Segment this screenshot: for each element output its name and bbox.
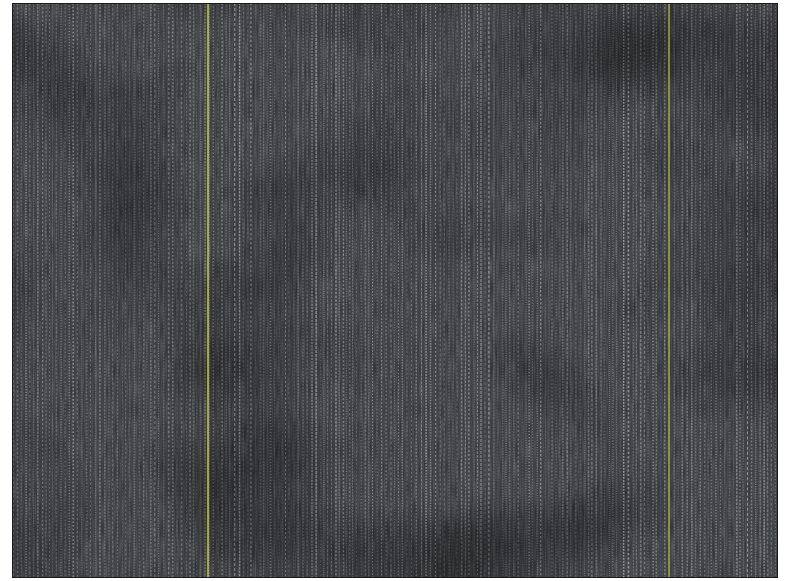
image-border (12, 3, 778, 578)
shading (12, 3, 778, 578)
